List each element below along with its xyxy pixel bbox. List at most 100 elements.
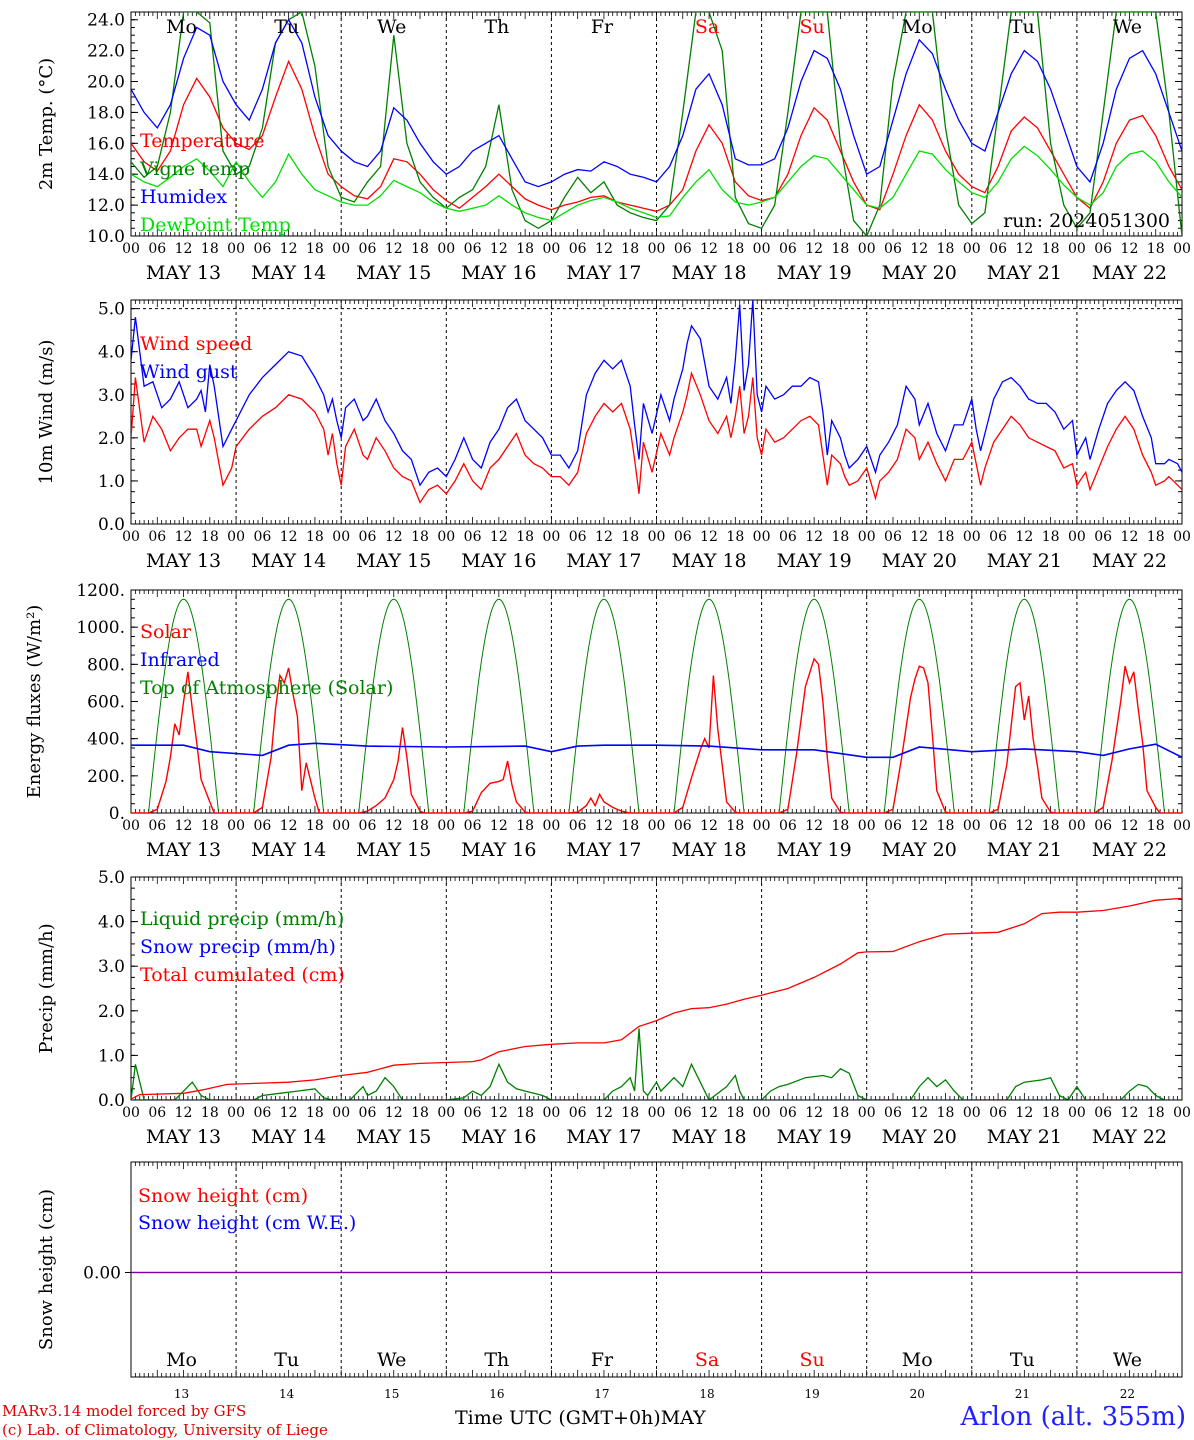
x-hour-label: 12 — [700, 1105, 718, 1121]
x-hour-label: 00 — [227, 818, 245, 834]
x-hour-label: 00 — [858, 818, 876, 834]
series-line-total-cumulated-cm- — [131, 897, 1182, 1100]
x-hour-label: 12 — [1015, 818, 1033, 834]
weekday-bottom: Th — [484, 1349, 509, 1371]
weekday-bottom: Sa — [695, 1349, 719, 1371]
weekday-bottom: We — [377, 1349, 406, 1371]
x-hour-label: 18 — [201, 241, 219, 257]
x-hour-label: 18 — [937, 818, 955, 834]
y-tick-label: 600. — [87, 693, 125, 713]
x-hour-label: 00 — [963, 241, 981, 257]
x-hour-label: 00 — [122, 818, 140, 834]
x-hour-label: 00 — [753, 529, 771, 545]
y-tick-label: 4.0 — [98, 913, 125, 933]
x-day-label: MAY 19 — [777, 1126, 852, 1148]
x-hour-label: 18 — [832, 241, 850, 257]
time-axis-title: Time UTC (GMT+0h)MAY — [455, 1407, 706, 1429]
x-hour-label: 06 — [1094, 1105, 1112, 1121]
x-day-label: MAY 17 — [566, 550, 641, 572]
x-hour-label: 12 — [910, 241, 928, 257]
legend-top-of-atmosphere-solar-: Top of Atmosphere (Solar) — [140, 677, 393, 699]
weekday-bottom: Su — [800, 1349, 825, 1371]
x-day-label: MAY 14 — [251, 839, 326, 861]
x-hour-label: 06 — [779, 529, 797, 545]
x-hour-label: 00 — [753, 241, 771, 257]
x-hour-label: 18 — [516, 529, 534, 545]
x-day-label: MAY 17 — [566, 839, 641, 861]
x-hour-label: 06 — [148, 818, 166, 834]
x-hour-label: 18 — [1147, 1105, 1165, 1121]
x-hour-label: 18 — [411, 529, 429, 545]
run-label: run: 2024051300 — [1003, 210, 1170, 232]
x-hour-label: 06 — [569, 1105, 587, 1121]
x-hour-label: 06 — [989, 529, 1007, 545]
x-hour-label: 06 — [674, 1105, 692, 1121]
x-day-label: MAY 16 — [461, 550, 536, 572]
x-hour-label: 18 — [832, 818, 850, 834]
x-day-label: MAY 19 — [777, 550, 852, 572]
series-infrared-line — [131, 742, 1182, 759]
weekday-bottom: Tu — [274, 1349, 299, 1371]
x-hour-label: 00 — [1068, 1105, 1086, 1121]
x-hour-label: 06 — [779, 1105, 797, 1121]
weekday-bottom: Mo — [902, 1349, 933, 1371]
y-tick-label: 400. — [87, 730, 125, 750]
x-hour-label: 18 — [726, 241, 744, 257]
x-hour-label: 00 — [227, 1105, 245, 1121]
y-tick-label: 10.0 — [87, 227, 125, 247]
x-hour-label: 00 — [963, 1105, 981, 1121]
x-hour-label: 12 — [700, 529, 718, 545]
x-hour-label: 18 — [937, 529, 955, 545]
y-axis-title: 10m Wind (m/s) — [36, 340, 57, 485]
x-hour-label: 00 — [227, 529, 245, 545]
x-hour-label: 12 — [595, 241, 613, 257]
x-hour-label: 00 — [1068, 529, 1086, 545]
x-day-label: MAY 15 — [356, 262, 431, 284]
y-tick-label: 1.0 — [98, 472, 125, 492]
y-tick-label: 3.0 — [98, 386, 125, 406]
x-hour-label: 00 — [542, 529, 560, 545]
x-hour-label: 00 — [1173, 818, 1191, 834]
x-hour-label: 00 — [542, 818, 560, 834]
x-day-label: MAY 18 — [671, 1126, 746, 1148]
weekday-top: We — [1113, 16, 1142, 38]
x-hour-label: 06 — [1094, 241, 1112, 257]
x-hour-label: 18 — [306, 241, 324, 257]
x-hour-label: 12 — [280, 1105, 298, 1121]
x-hour-label: 00 — [437, 529, 455, 545]
x-hour-label: 06 — [464, 529, 482, 545]
x-day-label: MAY 19 — [777, 262, 852, 284]
x-day-label: MAY 20 — [882, 839, 957, 861]
plot-area — [131, 300, 1182, 504]
x-hour-label: 06 — [989, 241, 1007, 257]
legend-liquid-precip-mm-h-: Liquid precip (mm/h) — [140, 908, 344, 930]
x-hour-label: 12 — [1015, 1105, 1033, 1121]
x-hour-label: 06 — [148, 529, 166, 545]
x-hour-label: 06 — [884, 241, 902, 257]
x-hour-label: 12 — [805, 529, 823, 545]
x-hour-label: 18 — [937, 1105, 955, 1121]
plot-area — [131, 897, 1182, 1100]
x-hour-label: 00 — [332, 1105, 350, 1121]
x-hour-label: 06 — [148, 1105, 166, 1121]
y-tick-label: 12.0 — [87, 196, 125, 216]
x-hour-label: 12 — [1015, 241, 1033, 257]
x-hour-label: 12 — [910, 1105, 928, 1121]
day-number: 20 — [910, 1387, 925, 1401]
x-hour-label: 06 — [569, 818, 587, 834]
plot-area — [131, 598, 1182, 813]
x-hour-label: 12 — [1121, 241, 1139, 257]
x-hour-label: 00 — [858, 529, 876, 545]
x-hour-label: 18 — [411, 818, 429, 834]
series-line-wind-speed — [131, 370, 1182, 504]
y-tick-label: 800. — [87, 655, 125, 675]
x-hour-label: 18 — [411, 241, 429, 257]
x-hour-label: 00 — [1173, 241, 1191, 257]
legend-vigne-temp: Vigne temp — [139, 158, 250, 180]
x-day-label: MAY 20 — [882, 550, 957, 572]
x-hour-label: 06 — [253, 1105, 271, 1121]
weekday-bottom: Tu — [1010, 1349, 1035, 1371]
x-day-label: MAY 21 — [987, 1126, 1062, 1148]
x-hour-label: 00 — [122, 1105, 140, 1121]
x-day-label: MAY 15 — [356, 550, 431, 572]
